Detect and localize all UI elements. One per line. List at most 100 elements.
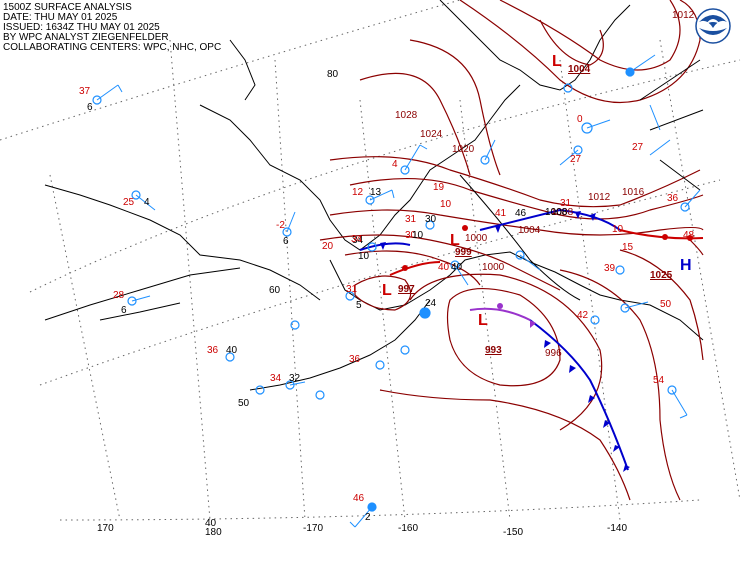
station-temp: 54 [653, 375, 665, 386]
station-temp: 42 [577, 310, 589, 321]
station-temp: 19 [433, 182, 445, 193]
low-symbol: L [552, 53, 562, 70]
station-temp: 10 [440, 199, 452, 210]
station-temp: -2 [276, 220, 285, 231]
station-dewpoint: 46 [515, 208, 527, 219]
isobar-label: 1000 [482, 262, 505, 273]
station-temp: 37 [79, 86, 91, 97]
map-header: 1500Z SURFACE ANALYSIS DATE: THU MAY 01 … [3, 3, 221, 53]
station-temp: 0 [577, 114, 583, 125]
isobar-label: 1024 [420, 129, 443, 140]
station-dewpoint: 10 [358, 251, 370, 262]
longitude-label: 180 [205, 527, 222, 538]
station-temp: 46 [353, 493, 365, 504]
station-dewpoint: 32 [289, 373, 301, 384]
cold-front [359, 242, 411, 251]
station-temp: 48 [683, 230, 695, 241]
latitude-label: 50 [238, 398, 250, 409]
isobars [319, 0, 704, 501]
station-temp: 31 [346, 284, 358, 295]
station-dewpoint: 40 [451, 262, 463, 273]
isobar-labels: 1028 1024 1020 1016 1012 1008 1004 1000 … [395, 10, 695, 359]
longitude-label: -160 [398, 523, 418, 534]
graticule [0, 0, 741, 521]
station-temp: 4 [392, 159, 398, 170]
station-temp: 41 [495, 208, 507, 219]
station-temp: 28 [113, 290, 125, 301]
station-temp: 36 [349, 354, 361, 365]
grid-labels: 80 60 50 40 170 180 -170 -160 -150 -140 [97, 69, 627, 538]
isobar-label: 1012 [588, 192, 611, 203]
station-dewpoint: 30 [425, 214, 437, 225]
isobar-label: 1016 [622, 187, 645, 198]
cold-front [479, 208, 621, 231]
collaborating-centers: COLLABORATING CENTERS: WPC, NHC, OPC [3, 42, 222, 53]
occluded-symbols [497, 303, 536, 328]
station-dewpoint: 6 [121, 305, 127, 316]
pressure-centers: L 1004 L 999 L 997 L 993 H 1025 [382, 53, 692, 356]
station-temp: 25 [123, 197, 135, 208]
station-temp: 31 [560, 198, 572, 209]
station-dewpoint: 1008 [545, 207, 568, 218]
station-temp: 50 [660, 299, 672, 310]
pressure-value: 1004 [568, 64, 591, 75]
longitude-label: 170 [97, 523, 114, 534]
station-dewpoint: 6 [283, 236, 289, 247]
station-dewpoint: 24 [425, 298, 437, 309]
station-temp: 15 [622, 242, 634, 253]
station-dewpoint: 40 [226, 345, 238, 356]
cold-front [529, 319, 629, 471]
station-dewpoint: 6 [87, 102, 93, 113]
low-symbol: L [478, 312, 488, 329]
cold-front-triangles [380, 211, 630, 472]
analysis-title: 1500Z SURFACE ANALYSIS [3, 2, 132, 13]
station-temp: 36 [207, 345, 219, 356]
latitude-label: 80 [327, 69, 339, 80]
station-temp: 34 [351, 234, 363, 245]
low-symbol: L [450, 232, 460, 249]
longitude-label: -150 [503, 527, 523, 538]
isobar-label: 1020 [452, 144, 475, 155]
warm-front [619, 229, 704, 240]
station-temp: 27 [570, 154, 582, 165]
longitude-label: -170 [303, 523, 323, 534]
station-dewpoint: 4 [144, 197, 150, 208]
station-dewpoint: 5 [356, 300, 362, 311]
warm-front [389, 261, 441, 276]
isobar-label: 996 [545, 348, 562, 359]
isobar-label: 1028 [395, 110, 418, 121]
station-temp: 27 [632, 142, 644, 153]
pressure-value: 1025 [650, 270, 673, 281]
station-temp: 10 [612, 224, 624, 235]
pressure-value: 997 [398, 284, 415, 295]
issued-time: ISSUED: 1634Z THU MAY 01 2025 [3, 22, 160, 33]
noaa-logo-icon [695, 8, 731, 44]
station-temp: 12 [352, 187, 364, 198]
latitude-label: 40 [205, 518, 217, 529]
isobar-label: 1000 [465, 233, 488, 244]
coastline [44, 0, 704, 391]
isobar-label: 1004 [518, 225, 541, 236]
wind-barbs [96, 54, 701, 528]
station-temp: 40 [438, 262, 450, 273]
trough-line [459, 174, 581, 301]
isobar-label: 1012 [672, 10, 695, 21]
station-temp: 31 [405, 214, 417, 225]
pressure-value: 999 [455, 247, 472, 258]
low-symbol: L [382, 282, 392, 299]
high-symbol: H [680, 257, 692, 274]
occluded-front [469, 307, 531, 321]
station-values: 37 6 25 4 28 6 -2 6 12 13 31 30 20 34 30… [79, 86, 695, 523]
analyst-name: BY WPC ANALYST ZIEGENFELDER [3, 32, 169, 43]
isobar-label: 1008 [551, 207, 574, 218]
pressure-value: 993 [485, 345, 502, 356]
station-temp: 36 [667, 193, 679, 204]
station-temp: 39 [604, 263, 616, 274]
station-temp: 20 [322, 241, 334, 252]
station-dewpoint: 2 [365, 512, 371, 523]
latitude-label: 60 [269, 285, 281, 296]
station-temp: 34 [270, 373, 282, 384]
station-dewpoint: 34 [352, 235, 364, 246]
